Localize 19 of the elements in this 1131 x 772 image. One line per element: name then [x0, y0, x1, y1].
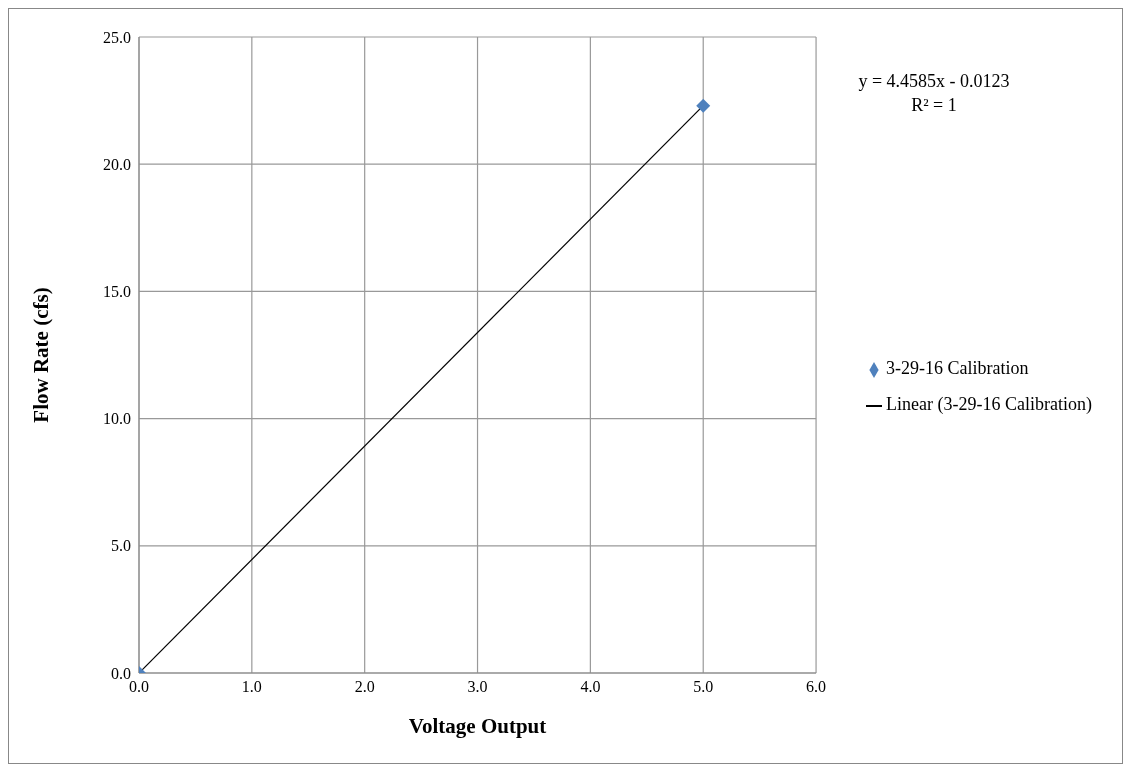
x-tick-label: 6.0 [806, 678, 827, 696]
x-tick-label: 0.0 [129, 678, 149, 696]
text: R² = 1 [911, 95, 957, 115]
x-tick-label: 4.0 [580, 678, 601, 696]
x-tick-label: 1.0 [241, 678, 262, 696]
text: y = 4.4585x - 0.0123 [858, 71, 1010, 91]
y-tick-label: 15.0 [103, 283, 131, 301]
y-tick-label: 10.0 [103, 410, 131, 428]
y-tick-label: 20.0 [103, 155, 131, 173]
x-tick-label: 3.0 [467, 678, 488, 696]
x-tick-label: 2.0 [354, 678, 375, 696]
y-tick-label: 0.0 [111, 664, 131, 682]
y-tick-label: 5.0 [111, 537, 131, 555]
legend-label: Linear (3-29-16 Calibration) [886, 394, 1092, 414]
legend-label: 3-29-16 Calibration [886, 358, 1029, 378]
y-tick-label: 25.0 [103, 28, 131, 46]
y-axis-title: Flow Rate (cfs) [29, 287, 54, 423]
x-axis-title: Voltage Output [408, 714, 547, 738]
x-tick-label: 5.0 [693, 678, 714, 696]
